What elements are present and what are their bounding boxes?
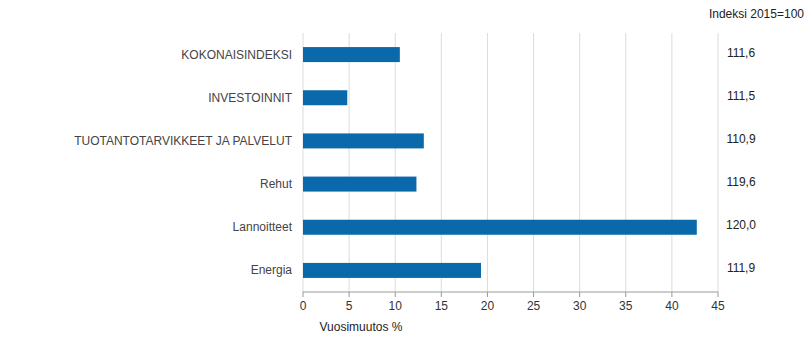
bars (303, 47, 697, 278)
bar (303, 133, 424, 148)
grid-line (349, 33, 350, 292)
bar (303, 177, 416, 192)
grid-line (395, 33, 396, 292)
tick-mark (625, 292, 626, 297)
tick-label: 15 (435, 299, 449, 313)
grid-line (441, 33, 442, 292)
grid-line (671, 33, 672, 292)
grid-line (579, 33, 580, 292)
tick-mark (487, 292, 488, 297)
tick-label: 10 (389, 299, 403, 313)
tick-label: 40 (665, 299, 679, 313)
bar (303, 90, 347, 105)
grid-line (487, 33, 488, 292)
bar (303, 47, 400, 62)
category-label: Energia (251, 263, 293, 277)
tick-label: 0 (300, 299, 307, 313)
tick-mark (303, 292, 304, 297)
category-label: KOKONAISINDEKSI (181, 48, 292, 62)
bar (303, 263, 481, 278)
tick-label: 45 (711, 299, 725, 313)
tick-mark (441, 292, 442, 297)
tick-mark (718, 292, 719, 297)
tick-mark (579, 292, 580, 297)
bar (303, 220, 697, 235)
category-label: Lannoitteet (233, 220, 293, 234)
axis-title: Vuosimuutos % (320, 320, 403, 334)
index-label: 119,6 (726, 175, 755, 189)
category-label: INVESTOINNIT (208, 91, 292, 105)
index-label: 111,5 (727, 89, 756, 103)
tick-label: 20 (481, 299, 495, 313)
chart: 0 5 10 15 20 25 30 35 40 45 KOKONAISINDEKSI INVESTO… (0, 0, 811, 343)
index-header: Indeksi 2015=100 (709, 7, 804, 21)
tick-label: 5 (346, 299, 353, 313)
grid-line (718, 33, 719, 292)
tick-label: 35 (619, 299, 633, 313)
tick-mark (533, 292, 534, 297)
tick-mark (349, 292, 350, 297)
index-label: 110,9 (726, 132, 755, 146)
index-label: 120,0 (726, 218, 756, 232)
tick-label: 30 (573, 299, 587, 313)
grid-line (533, 33, 534, 292)
grid-line (625, 33, 626, 292)
axis-line (303, 292, 718, 293)
index-label: 111,6 (727, 46, 756, 60)
grid-line (303, 33, 304, 292)
index-label: 111,9 (727, 261, 756, 275)
category-label: Rehut (260, 177, 293, 191)
category-label: TUOTANTOTARVIKKEET JA PALVELUT (74, 134, 293, 148)
tick-mark (671, 292, 672, 297)
tick-label: 25 (527, 299, 541, 313)
tick-mark (395, 292, 396, 297)
